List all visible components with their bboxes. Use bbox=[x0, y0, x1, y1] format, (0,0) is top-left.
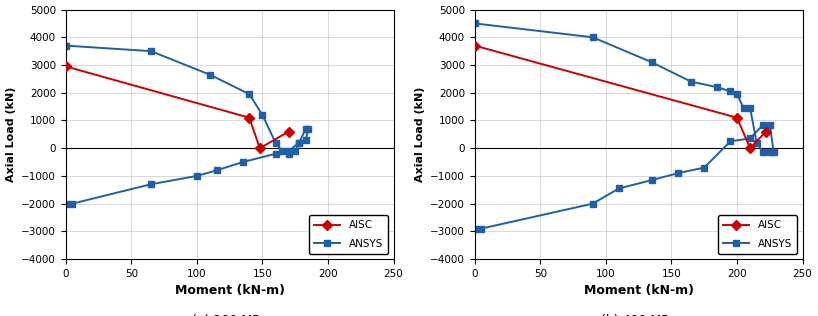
Line: ANSYS: ANSYS bbox=[63, 42, 312, 207]
ANSYS bbox=[470, 227, 479, 230]
ANSYS bbox=[61, 202, 70, 205]
ANSYS bbox=[745, 137, 755, 140]
ANSYS bbox=[726, 139, 735, 143]
ANSYS bbox=[588, 35, 598, 39]
ANSYS bbox=[284, 149, 294, 153]
ANSYS bbox=[752, 141, 762, 144]
X-axis label: Moment (kN-m): Moment (kN-m) bbox=[174, 284, 285, 297]
ANSYS bbox=[745, 106, 755, 110]
Text: (b) 400 MPa: (b) 400 MPa bbox=[601, 314, 676, 316]
ANSYS bbox=[258, 113, 267, 117]
ANSYS bbox=[476, 227, 486, 230]
ANSYS bbox=[205, 73, 215, 76]
ANSYS bbox=[647, 178, 657, 182]
AISC bbox=[61, 64, 70, 68]
AISC bbox=[255, 146, 265, 150]
ANSYS bbox=[238, 160, 248, 164]
Line: AISC: AISC bbox=[62, 63, 293, 152]
ANSYS bbox=[673, 171, 683, 175]
ANSYS bbox=[245, 92, 254, 96]
ANSYS bbox=[271, 141, 281, 144]
ANSYS bbox=[758, 123, 768, 126]
ANSYS bbox=[739, 106, 748, 110]
ANSYS bbox=[732, 92, 742, 96]
ANSYS bbox=[284, 152, 294, 156]
ANSYS bbox=[647, 60, 657, 64]
Legend: AISC, ANSYS: AISC, ANSYS bbox=[718, 215, 798, 254]
ANSYS bbox=[271, 152, 281, 156]
AISC bbox=[470, 44, 479, 47]
Y-axis label: Axial Load (kN): Axial Load (kN) bbox=[415, 87, 425, 182]
ANSYS bbox=[67, 202, 77, 205]
ANSYS bbox=[146, 182, 156, 186]
ANSYS bbox=[470, 21, 479, 25]
ANSYS bbox=[301, 127, 311, 131]
Y-axis label: Axial Load (kN): Axial Load (kN) bbox=[6, 87, 16, 182]
ANSYS bbox=[61, 44, 70, 47]
ANSYS bbox=[294, 141, 304, 144]
ANSYS bbox=[277, 149, 287, 153]
Text: (a) 200 MPa: (a) 200 MPa bbox=[192, 314, 267, 316]
ANSYS bbox=[765, 150, 775, 154]
ANSYS bbox=[212, 168, 222, 172]
AISC bbox=[284, 130, 294, 133]
AISC bbox=[761, 130, 771, 133]
ANSYS bbox=[290, 149, 300, 153]
ANSYS bbox=[303, 127, 313, 131]
Line: AISC: AISC bbox=[471, 42, 770, 152]
Line: ANSYS: ANSYS bbox=[472, 20, 777, 232]
ANSYS bbox=[769, 150, 779, 154]
ANSYS bbox=[588, 202, 598, 205]
Legend: AISC, ANSYS: AISC, ANSYS bbox=[309, 215, 389, 254]
ANSYS bbox=[726, 89, 735, 93]
ANSYS bbox=[765, 123, 775, 126]
ANSYS bbox=[758, 150, 768, 154]
ANSYS bbox=[294, 141, 304, 144]
AISC bbox=[745, 146, 755, 150]
AISC bbox=[245, 116, 254, 119]
ANSYS bbox=[712, 85, 722, 89]
ANSYS bbox=[301, 138, 311, 142]
AISC bbox=[732, 116, 742, 119]
ANSYS bbox=[192, 174, 202, 178]
ANSYS bbox=[146, 49, 156, 53]
ANSYS bbox=[614, 186, 624, 190]
ANSYS bbox=[686, 80, 696, 83]
ANSYS bbox=[699, 166, 709, 169]
X-axis label: Moment (kN-m): Moment (kN-m) bbox=[583, 284, 694, 297]
